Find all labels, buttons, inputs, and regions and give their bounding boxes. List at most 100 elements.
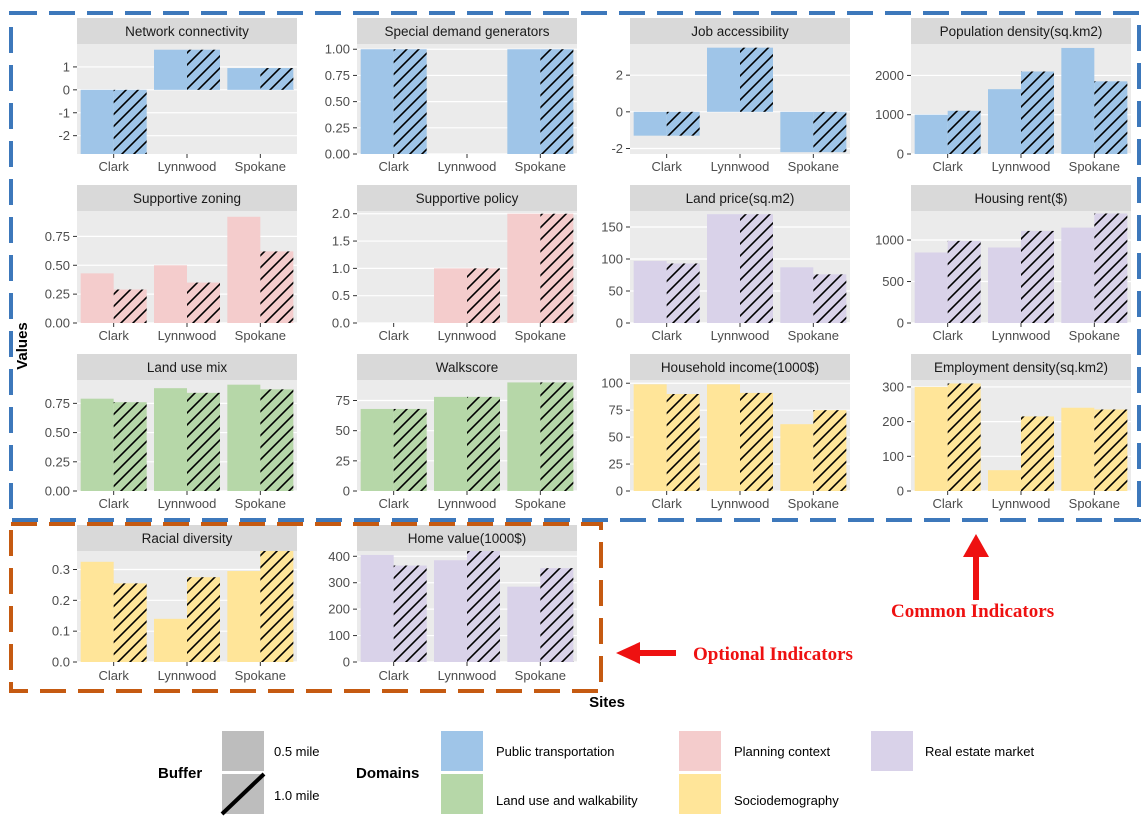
panel-network-connectivity: Network connectivity -2 -1 0 1 Clark Lynnwood S… bbox=[58, 18, 297, 174]
y-tick-label: 25 bbox=[609, 457, 623, 472]
x-tick-label: Lynnwood bbox=[711, 328, 770, 343]
x-tick-label: Clark bbox=[651, 496, 682, 511]
common-indicators-annotation: Common Indicators bbox=[891, 534, 1054, 622]
panel-title: Supportive policy bbox=[416, 191, 519, 206]
y-tick-label: 0.00 bbox=[45, 484, 70, 499]
y-tick-label: 100 bbox=[601, 376, 623, 391]
buffer-key-half-mile bbox=[222, 731, 264, 771]
y-tick-label: 0 bbox=[897, 147, 904, 162]
panel-title: Housing rent($) bbox=[974, 191, 1067, 206]
y-tick-label: 0 bbox=[616, 316, 623, 331]
domain-label-sociodemography: Sociodemography bbox=[734, 793, 839, 808]
x-tick-label: Spokane bbox=[788, 159, 839, 174]
bar-hatch-spokane bbox=[260, 551, 294, 662]
bar-hatch-spokane bbox=[1094, 81, 1128, 154]
panel-racial-diversity: Racial diversity 0.0 0.1 0.2 0.3 Clark Lynnwoo… bbox=[52, 525, 297, 683]
panel-walkscore: Walkscore 0 25 50 75 Clark Lynnwood Spokane bbox=[336, 354, 577, 511]
y-tick-label: 50 bbox=[336, 423, 350, 438]
y-tick-label: 0.50 bbox=[325, 94, 350, 109]
y-tick-label: 100 bbox=[328, 628, 350, 643]
x-tick-label: Spokane bbox=[515, 668, 566, 683]
y-tick-label: 100 bbox=[601, 252, 623, 267]
x-tick-label: Clark bbox=[378, 496, 409, 511]
panel-strip bbox=[357, 18, 577, 44]
bar-lynnwood-0-5-mile bbox=[154, 49, 187, 90]
x-tick-label: Lynnwood bbox=[158, 496, 217, 511]
bar-hatch-clark bbox=[666, 111, 700, 136]
panel-special-demand-generators: Special demand generators 0.00 0.25 0.50 0.7… bbox=[325, 18, 577, 174]
bar-clark-0-5-mile bbox=[80, 273, 114, 323]
y-tick-label: 2000 bbox=[875, 68, 904, 83]
x-tick-label: Lynnwood bbox=[711, 496, 770, 511]
bar-hatch-clark bbox=[666, 394, 700, 491]
bar-hatch-lynnwood bbox=[467, 551, 500, 662]
buffer-key-one-mile-stripe bbox=[220, 772, 266, 816]
y-tick-label: 0.25 bbox=[45, 287, 70, 302]
buffer-label-one-mile: 1.0 mile bbox=[274, 788, 320, 803]
y-tick-label: 0 bbox=[897, 484, 904, 499]
bar-clark-0-5-mile bbox=[80, 89, 114, 154]
y-tick-label: 1.5 bbox=[332, 234, 350, 249]
y-tick-label: 0 bbox=[63, 82, 70, 97]
x-tick-label: Clark bbox=[98, 496, 129, 511]
bar-hatch-clark bbox=[666, 263, 700, 323]
bar-hatch-spokane bbox=[540, 49, 574, 154]
bar-lynnwood-0-5-mile bbox=[707, 214, 740, 323]
bar-clark-0-5-mile bbox=[633, 111, 667, 136]
x-tick-label: Spokane bbox=[1069, 159, 1120, 174]
panel-household-income-1000: Household income(1000$) 0 25 50 75 100 Clark Ly… bbox=[601, 354, 850, 511]
y-tick-label: 200 bbox=[882, 414, 904, 429]
bar-hatch-lynnwood bbox=[467, 268, 500, 323]
bar-spokane-0-5-mile bbox=[780, 267, 814, 323]
y-tick-label: 0.25 bbox=[45, 454, 70, 469]
bar-hatch-spokane bbox=[540, 568, 574, 662]
bar-hatch-lynnwood bbox=[1021, 71, 1054, 154]
y-tick-label: 0 bbox=[343, 655, 350, 670]
panel-strip bbox=[911, 185, 1131, 211]
y-tick-label: 0 bbox=[616, 104, 623, 119]
x-tick-label: Clark bbox=[932, 496, 963, 511]
x-tick-label: Spokane bbox=[515, 328, 566, 343]
panel-strip bbox=[357, 525, 577, 551]
y-tick-label: 0.00 bbox=[45, 316, 70, 331]
x-tick-label: Clark bbox=[98, 328, 129, 343]
bar-spokane-0-5-mile bbox=[227, 68, 261, 90]
bar-hatch-clark bbox=[393, 565, 427, 662]
panel-supportive-policy: Supportive policy 0.0 0.5 1.0 1.5 2.0 Clark Lyn… bbox=[332, 185, 577, 343]
panel-strip bbox=[630, 18, 850, 44]
y-tick-label: 0.2 bbox=[52, 593, 70, 608]
x-tick-label: Spokane bbox=[788, 496, 839, 511]
domain-key-public-transportation bbox=[441, 731, 483, 771]
y-tick-label: 0.0 bbox=[52, 655, 70, 670]
panel-employment-density-sq-km2: Employment density(sq.km2) 0 100 200 300 Clar… bbox=[882, 354, 1131, 511]
y-tick-label: 0.50 bbox=[45, 425, 70, 440]
domains-legend-title: Domains bbox=[356, 765, 419, 782]
bar-hatch-clark bbox=[393, 49, 427, 154]
y-tick-label: 0.1 bbox=[52, 624, 70, 639]
bar-hatch-spokane bbox=[540, 213, 574, 323]
y-tick-label: 0.75 bbox=[325, 68, 350, 83]
y-tick-label: 1000 bbox=[875, 107, 904, 122]
bar-spokane-0-5-mile bbox=[1061, 407, 1095, 491]
bar-lynnwood-0-5-mile bbox=[154, 388, 187, 491]
bar-clark-0-5-mile bbox=[80, 398, 114, 491]
bar-lynnwood-0-5-mile bbox=[154, 618, 187, 662]
bar-hatch-lynnwood bbox=[187, 392, 220, 491]
y-tick-label: 1.00 bbox=[325, 42, 350, 57]
panel-title: Land use mix bbox=[147, 360, 228, 375]
panel-strip bbox=[77, 18, 297, 44]
bar-hatch-clark bbox=[947, 383, 981, 491]
bar-clark-0-5-mile bbox=[633, 260, 667, 323]
panel-title: Walkscore bbox=[436, 360, 499, 375]
x-tick-label: Lynnwood bbox=[438, 328, 497, 343]
panel-population-density-sq-km2: Population density(sq.km2) 0 1000 2000 Clark… bbox=[875, 18, 1131, 174]
panel-land-use-mix: Land use mix 0.00 0.25 0.50 0.75 Clark Lynnwoo… bbox=[45, 354, 297, 511]
x-tick-label: Clark bbox=[378, 159, 409, 174]
y-tick-label: 150 bbox=[601, 220, 623, 235]
bar-clark-0-5-mile bbox=[914, 114, 948, 154]
optional-arrow-head bbox=[616, 642, 640, 664]
legend: Buffer 0.5 mile 1.0 mile Domains Public … bbox=[158, 731, 1034, 816]
y-tick-label: 100 bbox=[882, 449, 904, 464]
panel-land-price-sq-m2: Land price(sq.m2) 0 50 100 150 Clark Lynnwood S… bbox=[601, 185, 850, 343]
